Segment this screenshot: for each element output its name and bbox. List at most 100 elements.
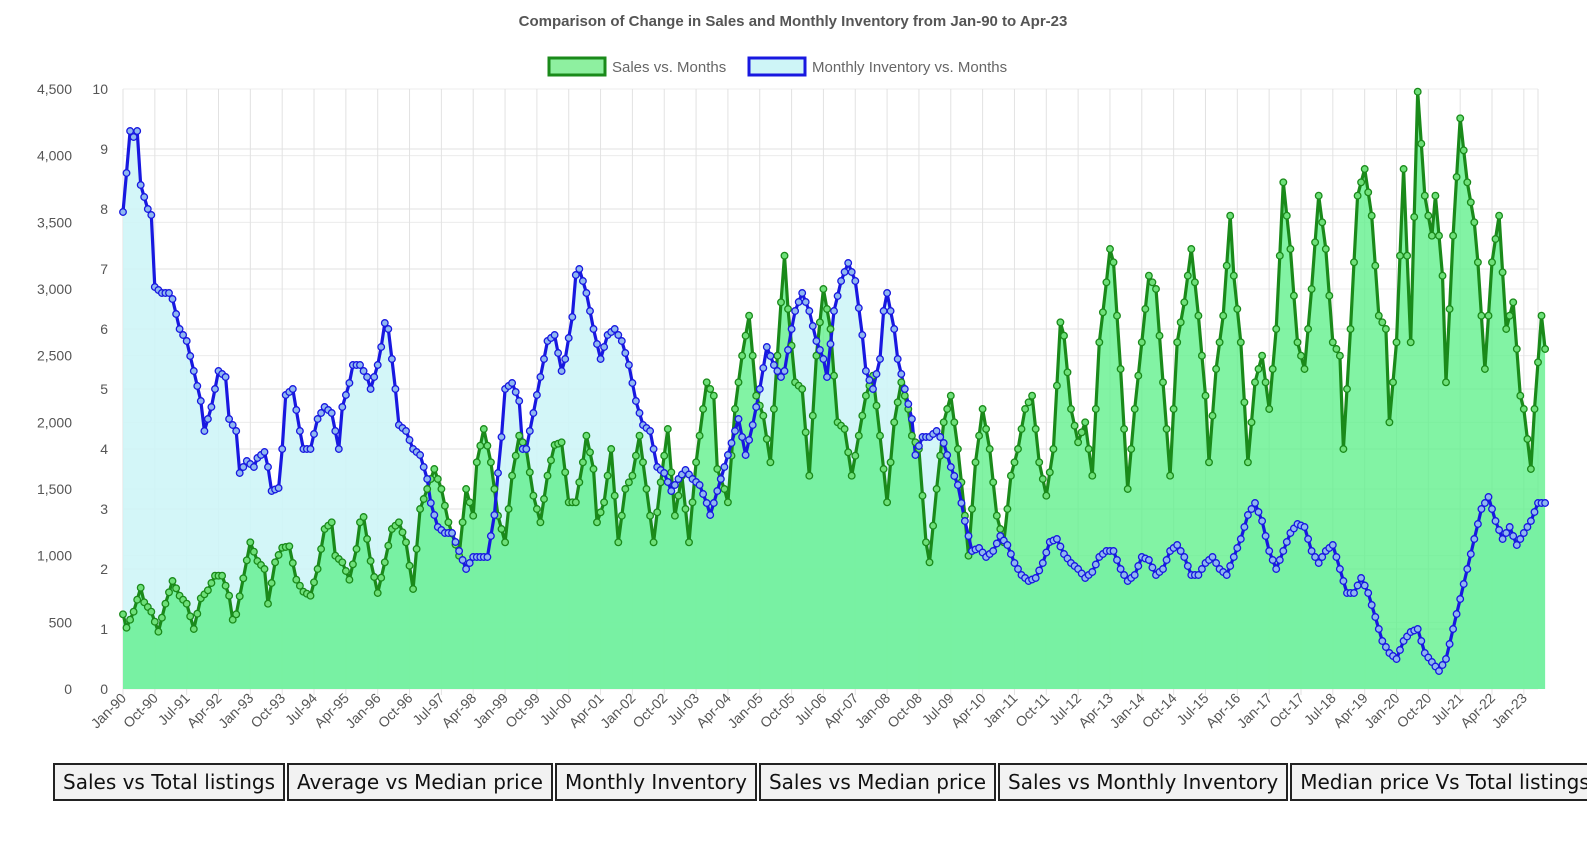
data-point[interactable] <box>762 435 771 443</box>
data-point[interactable] <box>1519 405 1528 413</box>
data-point[interactable] <box>1385 418 1394 427</box>
data-point[interactable] <box>536 373 545 381</box>
data-point[interactable] <box>985 445 994 453</box>
data-point[interactable] <box>1088 568 1097 576</box>
data-point[interactable] <box>702 499 711 507</box>
data-point[interactable] <box>1120 571 1129 579</box>
data-point[interactable] <box>306 591 315 600</box>
data-point[interactable] <box>1505 311 1514 320</box>
data-point[interactable] <box>1357 574 1366 582</box>
data-point[interactable] <box>1505 523 1514 531</box>
data-point[interactable] <box>1272 325 1281 333</box>
data-point[interactable] <box>1067 405 1075 413</box>
data-point[interactable] <box>571 271 580 279</box>
data-point[interactable] <box>1243 458 1252 467</box>
data-point[interactable] <box>1392 338 1401 347</box>
data-point[interactable] <box>373 361 382 369</box>
data-point[interactable] <box>366 385 375 393</box>
data-point[interactable] <box>943 451 952 459</box>
data-point[interactable] <box>179 331 188 339</box>
data-point[interactable] <box>1459 146 1468 155</box>
data-point[interactable] <box>1396 646 1404 654</box>
data-point[interactable] <box>1413 625 1422 633</box>
data-point[interactable] <box>886 307 895 315</box>
data-point[interactable] <box>936 451 945 460</box>
data-point[interactable] <box>1519 529 1528 537</box>
data-point[interactable] <box>292 406 301 414</box>
data-point[interactable] <box>532 391 541 399</box>
data-point[interactable] <box>869 385 877 393</box>
data-point[interactable] <box>1063 368 1072 377</box>
data-point[interactable] <box>1006 550 1015 558</box>
data-point[interactable] <box>992 539 1001 548</box>
data-point[interactable] <box>366 557 375 565</box>
average-vs-median-price-button[interactable]: Average vs Median price <box>287 763 553 801</box>
data-point[interactable] <box>1367 211 1376 220</box>
data-point[interactable] <box>1102 278 1111 287</box>
data-point[interactable] <box>1473 258 1482 267</box>
data-point[interactable] <box>147 211 156 219</box>
data-point[interactable] <box>741 451 750 459</box>
legend-item-sales[interactable]: Sales vs. Months <box>547 56 726 77</box>
data-point[interactable] <box>1509 532 1518 540</box>
data-point[interactable] <box>1328 541 1337 549</box>
data-point[interactable] <box>784 346 792 354</box>
data-point[interactable] <box>953 445 962 453</box>
data-point[interactable] <box>186 612 195 621</box>
data-point[interactable] <box>1495 526 1504 534</box>
data-point[interactable] <box>1449 231 1458 240</box>
data-point[interactable] <box>593 340 601 348</box>
data-point[interactable] <box>992 511 1001 520</box>
data-point[interactable] <box>1364 589 1373 597</box>
data-point[interactable] <box>249 547 258 556</box>
data-point[interactable] <box>865 376 874 384</box>
data-point[interactable] <box>207 579 216 587</box>
data-point[interactable] <box>1502 529 1511 537</box>
data-point[interactable] <box>423 485 432 493</box>
data-point[interactable] <box>327 518 336 527</box>
data-point[interactable] <box>363 373 372 381</box>
data-point[interactable] <box>1339 577 1348 585</box>
data-point[interactable] <box>964 532 973 540</box>
data-point[interactable] <box>405 561 414 570</box>
data-point[interactable] <box>904 400 913 408</box>
data-point[interactable] <box>1251 499 1259 507</box>
data-point[interactable] <box>614 331 623 339</box>
data-point[interactable] <box>341 567 350 575</box>
data-point[interactable] <box>642 485 651 493</box>
data-point[interactable] <box>511 451 520 460</box>
data-point[interactable] <box>1350 589 1358 597</box>
data-point[interactable] <box>1042 491 1051 500</box>
data-point[interactable] <box>1516 391 1525 400</box>
data-point[interactable] <box>1017 425 1026 433</box>
data-point[interactable] <box>1113 556 1121 564</box>
data-point[interactable] <box>525 427 534 435</box>
data-point[interactable] <box>1526 517 1535 525</box>
data-point[interactable] <box>762 343 771 351</box>
data-point[interactable] <box>819 355 828 363</box>
data-point[interactable] <box>345 379 354 387</box>
data-point[interactable] <box>1516 535 1525 543</box>
data-point[interactable] <box>600 498 609 507</box>
data-point[interactable] <box>769 405 778 413</box>
data-point[interactable] <box>1077 428 1086 437</box>
data-point[interactable] <box>1300 523 1309 531</box>
data-point[interactable] <box>1491 517 1500 525</box>
data-point[interactable] <box>1279 547 1288 555</box>
data-point[interactable] <box>1226 562 1235 570</box>
data-point[interactable] <box>1537 311 1546 320</box>
data-point[interactable] <box>140 193 149 201</box>
data-point[interactable] <box>380 558 389 567</box>
data-point[interactable] <box>345 575 354 584</box>
data-point[interactable] <box>458 518 467 527</box>
data-point[interactable] <box>1042 548 1051 557</box>
data-point[interactable] <box>1431 191 1440 200</box>
data-point[interactable] <box>1491 235 1500 243</box>
data-point[interactable] <box>1318 553 1327 561</box>
data-point[interactable] <box>1233 544 1242 552</box>
data-point[interactable] <box>1045 468 1054 477</box>
data-point[interactable] <box>897 378 906 387</box>
data-point[interactable] <box>1488 258 1496 267</box>
data-point[interactable] <box>1470 218 1479 227</box>
data-point[interactable] <box>858 331 867 339</box>
